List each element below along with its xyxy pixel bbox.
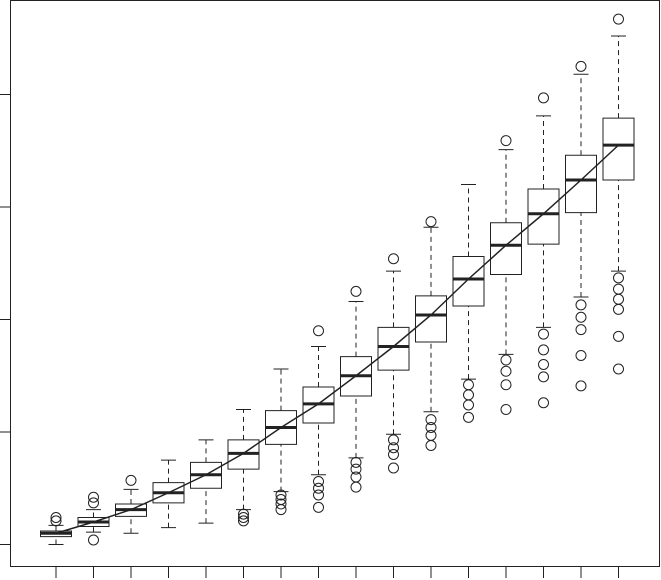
outlier (425, 429, 437, 441)
outlier (425, 422, 437, 433)
outlier (463, 389, 474, 401)
outlier (350, 463, 362, 475)
outlier (388, 442, 399, 454)
outlier (425, 414, 437, 426)
outlier (313, 482, 324, 494)
outlier (313, 489, 324, 501)
box (565, 154, 597, 214)
outlier (538, 344, 549, 356)
outlier (500, 365, 512, 377)
box (602, 117, 635, 181)
outlier (575, 380, 587, 392)
outlier (125, 474, 137, 486)
outlier (275, 504, 287, 516)
outlier (425, 216, 437, 228)
outlier (88, 534, 99, 546)
box (415, 295, 447, 343)
outlier (613, 363, 624, 375)
outlier (388, 434, 399, 446)
outlier (238, 512, 249, 523)
outlier (50, 512, 62, 523)
outlier (500, 404, 512, 415)
outlier (538, 328, 549, 340)
outlier (575, 299, 587, 311)
box (527, 188, 560, 245)
box (452, 256, 485, 307)
outlier (575, 60, 587, 72)
outlier (238, 515, 249, 527)
outlier (88, 491, 99, 503)
outlier (613, 330, 624, 342)
outlier (350, 481, 362, 493)
outlier (388, 449, 399, 460)
median-line (55, 144, 620, 534)
outlier (538, 359, 549, 370)
outlier (275, 489, 287, 501)
outlier (500, 354, 512, 366)
outlier (275, 498, 287, 510)
outlier (313, 476, 324, 487)
outlier (350, 285, 362, 297)
outlier (425, 440, 437, 451)
outlier (613, 272, 624, 284)
outlier (313, 325, 324, 337)
outlier (88, 497, 99, 509)
outlier (500, 135, 512, 147)
outlier (238, 508, 249, 520)
outlier (613, 293, 624, 305)
box (490, 222, 522, 275)
outlier (575, 324, 587, 336)
outlier (613, 13, 624, 25)
outlier (463, 411, 474, 423)
outlier (538, 371, 549, 383)
outlier (463, 379, 474, 391)
outlier (350, 471, 362, 483)
outlier (350, 456, 362, 468)
outlier (575, 350, 587, 361)
outlier (538, 92, 549, 104)
outlier (463, 399, 474, 411)
outlier (575, 311, 587, 323)
outlier (538, 397, 549, 409)
outlier (613, 283, 624, 295)
outlier (388, 462, 399, 474)
outlier (50, 515, 62, 527)
plot-frame (10, 0, 660, 567)
outlier (613, 303, 624, 315)
outlier (313, 501, 324, 513)
box (377, 326, 410, 371)
outlier (500, 379, 512, 391)
outlier (388, 253, 399, 265)
